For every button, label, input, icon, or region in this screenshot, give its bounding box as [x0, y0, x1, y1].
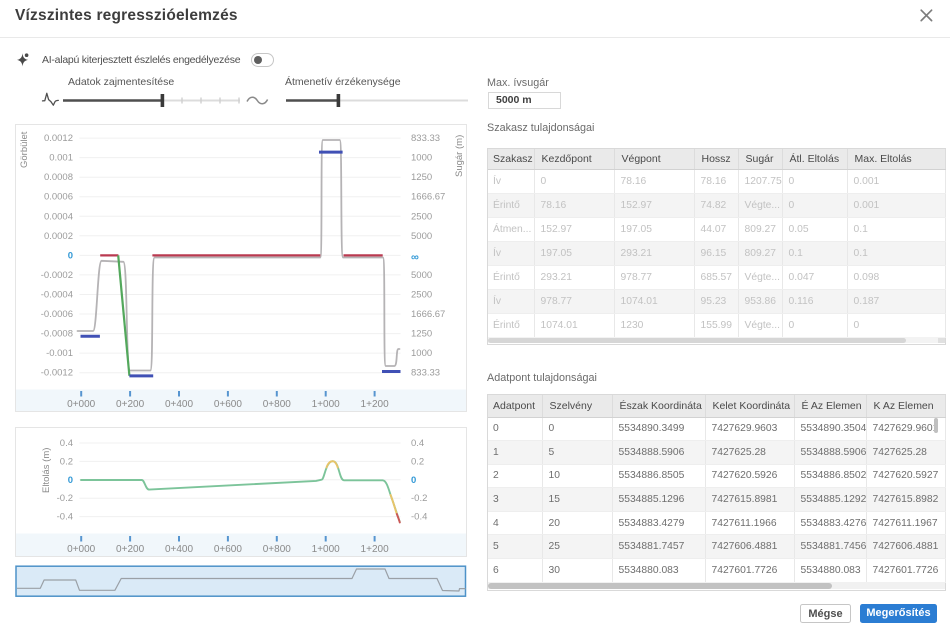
svg-text:Görbület: Görbület [19, 131, 30, 168]
svg-text:0+000: 0+000 [67, 544, 96, 555]
svg-text:Sugár (m): Sugár (m) [454, 135, 465, 177]
svg-text:-0.0002: -0.0002 [41, 270, 73, 281]
svg-text:-0.0012: -0.0012 [41, 368, 73, 379]
svg-text:0+600: 0+600 [214, 544, 243, 555]
svg-text:0: 0 [68, 250, 73, 261]
svg-text:1666.67: 1666.67 [411, 192, 445, 203]
svg-text:833.33: 833.33 [411, 133, 440, 144]
svg-text:∞: ∞ [411, 252, 419, 264]
svg-text:-0.4: -0.4 [57, 512, 73, 523]
svg-text:0+600: 0+600 [214, 399, 243, 410]
svg-text:0.4: 0.4 [411, 438, 424, 449]
svg-text:0+000: 0+000 [67, 399, 96, 410]
svg-text:1+200: 1+200 [361, 544, 390, 555]
svg-text:2500: 2500 [411, 211, 432, 222]
svg-text:1+200: 1+200 [361, 399, 390, 410]
svg-text:5000: 5000 [411, 270, 432, 281]
svg-text:0.0002: 0.0002 [44, 231, 73, 242]
svg-text:2500: 2500 [411, 290, 432, 301]
svg-text:0.0012: 0.0012 [44, 133, 73, 144]
svg-text:1+000: 1+000 [312, 399, 341, 410]
svg-text:-0.0004: -0.0004 [41, 290, 73, 301]
svg-text:1000: 1000 [411, 348, 432, 359]
svg-text:5000: 5000 [411, 231, 432, 242]
svg-text:1250: 1250 [411, 329, 432, 340]
svg-text:0.2: 0.2 [60, 456, 73, 467]
svg-text:Eltolás (m): Eltolás (m) [41, 448, 52, 493]
svg-text:0.0004: 0.0004 [44, 211, 73, 222]
svg-text:1+000: 1+000 [312, 544, 341, 555]
svg-text:0.0008: 0.0008 [44, 172, 73, 183]
svg-text:0+400: 0+400 [165, 544, 194, 555]
svg-text:0.2: 0.2 [411, 456, 424, 467]
svg-text:1666.67: 1666.67 [411, 309, 445, 320]
svg-text:0+800: 0+800 [263, 544, 292, 555]
svg-text:1250: 1250 [411, 172, 432, 183]
svg-text:0.4: 0.4 [60, 438, 73, 449]
svg-text:-0.001: -0.001 [46, 348, 73, 359]
svg-text:-0.0008: -0.0008 [41, 329, 73, 340]
svg-text:-0.0006: -0.0006 [41, 309, 73, 320]
svg-text:-0.4: -0.4 [411, 512, 427, 523]
svg-text:0: 0 [68, 475, 73, 486]
svg-text:0+400: 0+400 [165, 399, 194, 410]
svg-text:0+200: 0+200 [116, 544, 145, 555]
svg-text:1000: 1000 [411, 153, 432, 164]
svg-text:0.001: 0.001 [49, 153, 73, 164]
svg-text:0+200: 0+200 [116, 399, 145, 410]
svg-text:0.0006: 0.0006 [44, 192, 73, 203]
svg-text:-0.2: -0.2 [411, 493, 427, 504]
svg-text:833.33: 833.33 [411, 368, 440, 379]
svg-text:0: 0 [411, 475, 416, 486]
svg-text:0+800: 0+800 [263, 399, 292, 410]
svg-text:-0.2: -0.2 [57, 493, 73, 504]
